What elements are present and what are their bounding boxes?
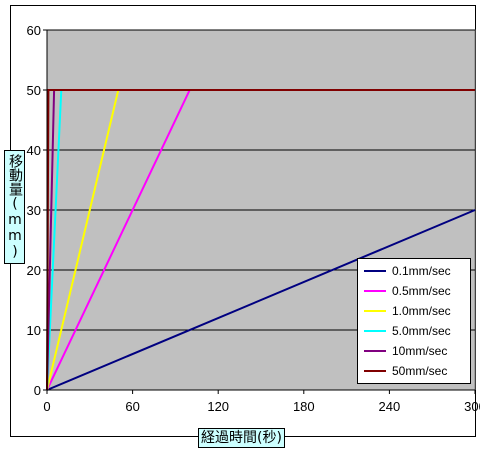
legend: 0.1mm/sec 0.5mm/sec 1.0mm/sec 5.0mm/sec 10mm… bbox=[357, 258, 471, 384]
legend-label: 0.1mm/sec bbox=[392, 264, 451, 278]
legend-item: 5.0mm/sec bbox=[358, 321, 470, 341]
legend-item: 1.0mm/sec bbox=[358, 301, 470, 321]
legend-swatch bbox=[364, 270, 386, 272]
y-tick-label: 40 bbox=[27, 143, 41, 158]
legend-swatch bbox=[364, 370, 386, 372]
y-tick-label: 60 bbox=[27, 23, 41, 38]
legend-label: 1.0mm/sec bbox=[392, 304, 451, 318]
x-tick-label: 60 bbox=[125, 399, 139, 414]
legend-swatch bbox=[364, 310, 386, 312]
x-axis-label: 経過時間(秒) bbox=[198, 428, 285, 448]
legend-label: 0.5mm/sec bbox=[392, 284, 451, 298]
y-axis-label: 移動量(mm) bbox=[4, 150, 25, 264]
legend-item: 10mm/sec bbox=[358, 341, 470, 361]
legend-item: 0.1mm/sec bbox=[358, 261, 470, 281]
y-tick-label: 20 bbox=[27, 263, 41, 278]
legend-label: 50mm/sec bbox=[392, 364, 448, 378]
x-tick-label: 120 bbox=[207, 399, 229, 414]
series-line-0.1mm/sec bbox=[46, 209, 476, 391]
legend-swatch bbox=[364, 290, 386, 292]
x-tick-label: 180 bbox=[293, 399, 315, 414]
x-tick-label: 300 bbox=[464, 399, 480, 414]
legend-swatch bbox=[364, 330, 386, 332]
y-tick-label: 0 bbox=[34, 383, 41, 398]
legend-label: 10mm/sec bbox=[392, 344, 448, 358]
y-tick-label: 30 bbox=[27, 203, 41, 218]
legend-label: 5.0mm/sec bbox=[392, 324, 451, 338]
x-tick-label: 0 bbox=[43, 399, 50, 414]
legend-swatch bbox=[364, 350, 386, 352]
legend-item: 0.5mm/sec bbox=[358, 281, 470, 301]
y-tick-label: 10 bbox=[27, 323, 41, 338]
y-tick-label: 50 bbox=[27, 83, 41, 98]
x-tick-label: 240 bbox=[379, 399, 401, 414]
legend-item: 50mm/sec bbox=[358, 361, 470, 381]
